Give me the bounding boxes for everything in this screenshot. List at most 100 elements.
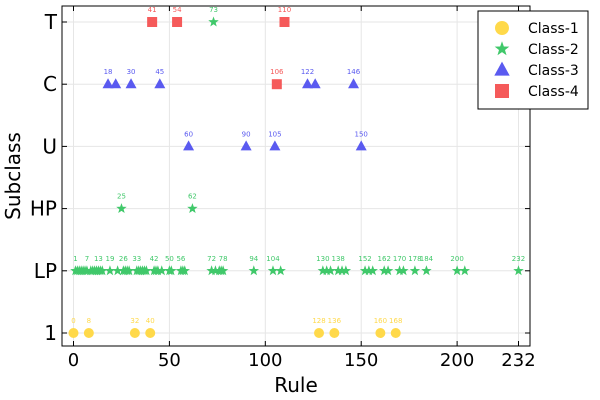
class-2-point [325,265,336,276]
class-3-point [102,78,114,89]
legend-items: Class-1 Class-2 Class-3 Class-4 [494,21,579,100]
class-3-data-label: 30 [127,68,136,76]
class-2-point [217,265,229,276]
class-2-point [317,265,329,276]
class-1-point [375,328,386,338]
class-2-point [152,265,164,276]
class-1-point [390,328,401,338]
class-1-data-label: 136 [328,317,342,325]
class-3-point [125,78,137,89]
class-2-point [363,265,375,276]
y-tick-label: C [43,72,57,96]
class-2-point [451,265,463,276]
class-4-point [172,17,183,27]
y-tick-label: T [44,10,58,34]
class-1-legend-label: Class-1 [528,21,579,37]
class-4-point [279,17,290,27]
class-2-point [179,265,190,276]
class-2-data-label: 170 [393,255,406,263]
y-tick-label: U [42,134,57,158]
x-tick-label: 200 [440,350,474,371]
class-2-point [97,265,108,276]
class-2-data-label: 62 [188,193,197,201]
class-2-point [208,16,219,27]
class-2-data-label: 94 [249,255,258,263]
class-2-data-label: 13 [94,255,103,263]
class-2-data-label: 138 [332,255,345,263]
class-2-data-label: 200 [450,255,463,263]
class-2-point [123,265,135,276]
class-2-point [166,265,177,276]
class-4-point [147,17,158,27]
class-3-point [309,78,321,89]
class-1-point [314,328,325,338]
class-3-point [355,140,367,151]
class-1-data-label: 168 [389,317,402,325]
class-2-point [116,203,127,214]
class-3-point [183,140,195,151]
y-tick-label: LP [34,259,57,283]
x-axis-title: Rule [274,373,318,397]
data-labels-layer: 0 8 32 40 128 136 160 168 1 7 13 19 26 33 42 50 56 72 78 94… [71,6,525,325]
class-2-data-label: 33 [132,255,141,263]
class-3-point [110,78,122,89]
class-2-legend-label: Class-2 [528,42,579,58]
class-2-data-label: 25 [117,193,126,201]
x-tick-label: 0 [68,350,79,371]
class-3-data-label: 45 [155,68,164,76]
class-2-point [141,265,152,276]
class-1-point [68,328,79,338]
class-3-point [302,78,314,89]
class-2-data-label: 152 [358,255,371,263]
class-3-data-label: 146 [347,68,361,76]
class-2-point [104,265,116,276]
class-2-point [210,265,221,276]
class-2-data-label: 1 [73,255,77,263]
class-2-point [336,265,348,276]
class-4-data-label: 110 [278,6,291,14]
class-1-legend-marker [495,21,509,35]
class-2-data-label: 162 [378,255,391,263]
class-2-data-label: 56 [176,255,185,263]
class-2-point [321,265,332,276]
class-3-data-label: 105 [268,130,281,138]
x-tick-label: 50 [158,350,181,371]
class-2-data-label: 178 [408,255,421,263]
plot-frame [61,5,531,347]
class-2-point [156,265,167,276]
class-2-data-label: 232 [512,255,525,263]
class-1-point [83,328,94,338]
class-2-point [382,265,394,276]
class-4-point [271,79,282,90]
class-2-data-label: 7 [85,255,89,263]
class-2-point [340,265,352,276]
class-2-legend-marker [494,41,510,56]
class-2-data-label: 50 [165,255,174,263]
class-2-point [359,265,371,276]
class-2-point [112,265,123,276]
grid-layer [62,6,530,346]
x-tick-label: 232 [501,350,535,371]
class-3-data-label: 150 [355,130,368,138]
class-1-data-label: 40 [146,317,155,325]
class-2-point [459,265,471,276]
class-2-data-label: 26 [119,255,128,263]
class-4-legend-marker [495,84,509,98]
class-2-point [379,265,390,276]
y-tick-label: 1 [44,321,57,345]
class-3-legend-marker [494,61,510,76]
class-1-data-label: 160 [374,317,387,325]
class-1-data-label: 128 [312,317,325,325]
class-2-point [206,265,217,276]
class-1-point [129,328,140,338]
class-2-point [332,265,344,276]
class-1-point [329,328,340,338]
class-1-data-label: 8 [87,317,91,325]
class-3-point [154,78,166,89]
class-2-data-label: 73 [209,6,218,14]
class-1-point [145,328,156,338]
legend[interactable]: Class-1 Class-2 Class-3 Class-4 [477,10,589,110]
class-3-data-label: 60 [184,130,193,138]
class-4-data-label: 106 [270,68,284,76]
x-tick-label: 100 [248,350,282,371]
